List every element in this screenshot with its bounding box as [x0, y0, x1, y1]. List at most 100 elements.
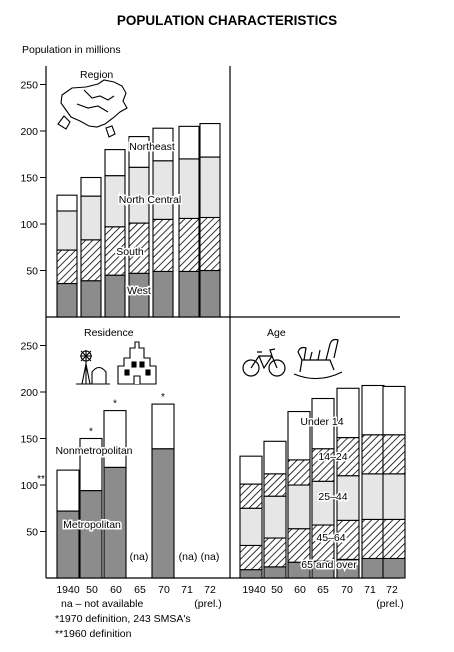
region-bar-north-central-1940 — [56, 249, 78, 285]
age-label-under-14: Under 14 — [300, 416, 343, 428]
region-bar-north-central-70 — [152, 218, 174, 272]
age-bar-25-44-50 — [263, 495, 287, 539]
region-bar-west-70 — [152, 127, 174, 162]
residence-bar-nonmetropolitan-1940 — [56, 469, 80, 512]
age-bar-65-and-over-50 — [263, 566, 287, 579]
us-map-icon — [57, 79, 128, 138]
age-bar-65-and-over-72 — [382, 557, 406, 579]
region-label-south: South — [116, 246, 144, 258]
region-bar-south-71 — [178, 158, 200, 219]
region-bar-south-70 — [152, 160, 174, 220]
region-bar-south-72 — [199, 156, 221, 219]
region-bar-south-50 — [80, 195, 102, 241]
residence-bar-nonmetropolitan-70 — [151, 403, 175, 450]
y-bottom-tick-label-100: 100 — [20, 480, 38, 492]
y-top-tick-label-250: 250 — [20, 80, 38, 92]
age-bar-14-24-72 — [382, 434, 406, 475]
windmill-farm-icon — [76, 350, 110, 385]
region-panel-title: Region — [80, 69, 113, 81]
footnote-na: na – not available — [61, 598, 143, 610]
region-bar-west-71 — [178, 125, 200, 160]
residence-bar-metropolitan-70 — [151, 448, 175, 579]
age-panel-title: Age — [267, 327, 286, 339]
region-bar-northeast-1940 — [56, 282, 78, 318]
age-label-65-and-over: 65 and over — [301, 559, 357, 571]
x-label-left-50: 50 — [86, 584, 98, 596]
y-bottom-tick-label-50: 50 — [26, 527, 38, 539]
bicycle-icon — [242, 348, 286, 377]
region-bar-north-central-72 — [199, 216, 221, 272]
x-label-left-60: 60 — [110, 584, 122, 596]
residence-marker-50: * — [89, 427, 93, 438]
age-bar-25-44-1940 — [239, 507, 263, 547]
y-bottom-tick-label-250: 250 — [20, 341, 38, 353]
footnote-1960-definition: **1960 definition — [55, 628, 132, 640]
age-bar-25-44-65 — [311, 480, 335, 526]
region-bar-west-65 — [128, 136, 150, 168]
residence-na-65: (na) — [130, 551, 149, 563]
region-bar-north-central-50 — [80, 239, 102, 282]
age-bar-45-64-60 — [287, 528, 311, 563]
residence-bar-nonmetropolitan-60 — [103, 410, 127, 468]
age-bar-14-24-60 — [287, 459, 311, 486]
residence-na-72: (na) — [201, 551, 220, 563]
age-bar-65-and-over-71 — [361, 557, 385, 579]
age-bar-under-14-65 — [311, 397, 335, 450]
annotation-marks-layer: *****(na) (na) (na) — [37, 392, 219, 563]
y-axis-ticks-top: 50 100 150 200 250 — [20, 80, 46, 278]
x-axis-labels: 1940 50 60 65 70 71 72 1940 50 60 65 70 71 72 (prel.) (… — [56, 584, 403, 610]
x-label-right-prel: (prel.) — [376, 598, 403, 610]
y-bottom-tick-label-150: 150 — [20, 434, 38, 446]
residence-panel-title: Residence — [84, 327, 134, 339]
x-label-left-1940: 1940 — [56, 584, 80, 596]
region-label-west: West — [127, 285, 151, 297]
x-label-left-71: 71 — [181, 584, 193, 596]
age-bar-45-64-72 — [382, 518, 406, 560]
age-bar-25-44-72 — [382, 473, 406, 520]
y-top-tick-label-50: 50 — [26, 266, 38, 278]
residence-bar-metropolitan-50 — [79, 490, 103, 579]
region-bar-west-1940 — [56, 194, 78, 212]
age-label-25-44: 25–44 — [318, 491, 347, 503]
region-bar-northeast-60 — [104, 274, 126, 318]
residence-marker-1940: ** — [37, 474, 45, 485]
age-bar-14-24-50 — [263, 473, 287, 497]
age-bar-under-14-72 — [382, 385, 406, 436]
age-bar-under-14-70 — [336, 387, 360, 439]
x-label-left-70: 70 — [158, 584, 170, 596]
bars-layer — [56, 123, 406, 579]
age-bar-45-64-50 — [263, 537, 287, 568]
y-bottom-tick-label-200: 200 — [20, 387, 38, 399]
y-axis-ticks-bottom: 50 100 150 200 250 — [20, 341, 46, 539]
age-bar-45-64-1940 — [239, 544, 263, 571]
age-label-14-24: 14–24 — [318, 451, 347, 463]
region-bar-northeast-50 — [80, 280, 102, 318]
age-label-45-64: 45–64 — [316, 532, 345, 544]
residence-na-71: (na) — [179, 551, 198, 563]
region-bar-west-60 — [104, 149, 126, 177]
residence-label-nonmetropolitan: Nonmetropolitan — [55, 445, 132, 457]
age-bar-under-14-71 — [361, 384, 385, 436]
x-label-right-70: 70 — [341, 584, 353, 596]
x-label-right-60: 60 — [294, 584, 306, 596]
x-label-right-65: 65 — [317, 584, 329, 596]
x-label-right-1940: 1940 — [242, 584, 266, 596]
age-bar-25-44-60 — [287, 484, 311, 530]
city-skyline-icon — [117, 341, 157, 385]
age-bar-under-14-60 — [287, 410, 311, 461]
y-axis-label: Population in millions — [22, 44, 121, 56]
age-bar-under-14-1940 — [239, 455, 263, 485]
x-label-left-prel: (prel.) — [194, 598, 221, 610]
region-bar-northeast-71 — [178, 270, 200, 318]
figure-title: POPULATION CHARACTERISTICS — [117, 13, 337, 28]
region-bar-northeast-72 — [199, 269, 221, 318]
residence-bar-nonmetropolitan-50 — [79, 437, 103, 492]
residence-marker-70: * — [161, 392, 165, 403]
age-bar-25-44-71 — [361, 473, 385, 520]
y-top-tick-label-100: 100 — [20, 219, 38, 231]
age-bar-65-and-over-1940 — [239, 569, 263, 579]
age-bar-under-14-50 — [263, 440, 287, 475]
residence-label-metropolitan: Metropolitan — [63, 519, 121, 531]
